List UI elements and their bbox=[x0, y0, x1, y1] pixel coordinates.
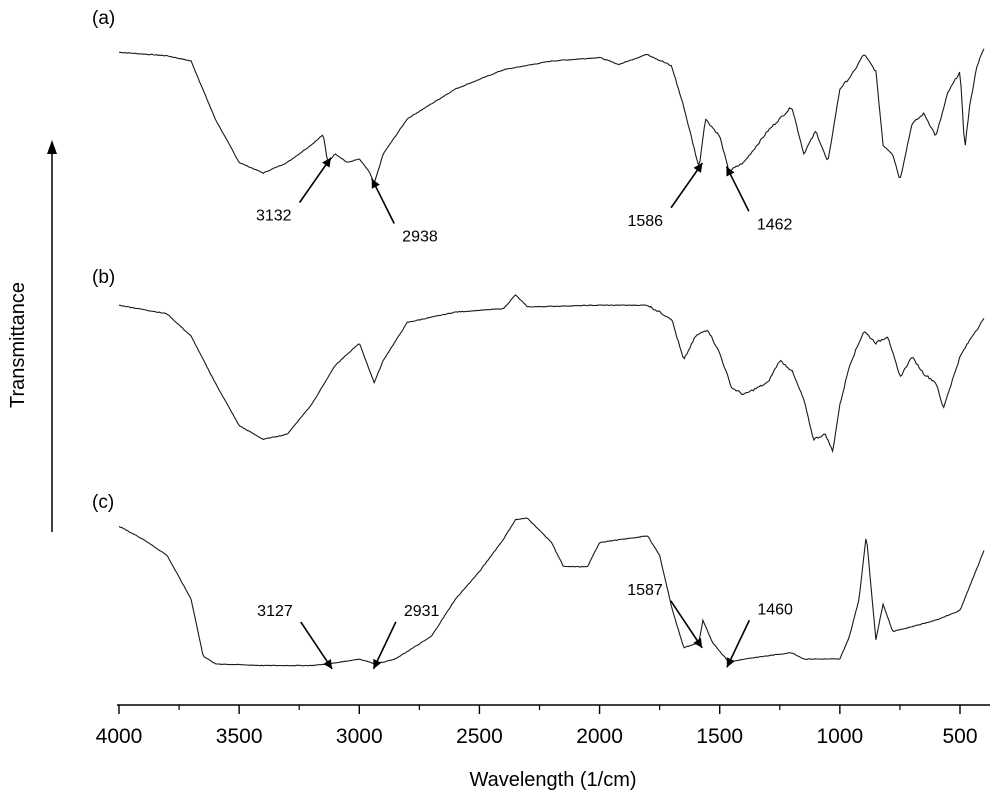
peak-arrowhead bbox=[693, 162, 703, 173]
peak-arrow bbox=[670, 600, 703, 649]
peak-label-1587: 1587 bbox=[627, 582, 663, 599]
x-tick-label-4000: 4000 bbox=[96, 725, 143, 748]
x-tick-label-3000: 3000 bbox=[336, 725, 383, 748]
x-tick-label-2000: 2000 bbox=[576, 725, 623, 748]
panel-label-a: (a) bbox=[92, 8, 115, 29]
peak-arrow bbox=[670, 162, 704, 209]
peak-label-1586: 1586 bbox=[627, 213, 663, 230]
peak-annotations: 3132 2938 1586 1462 3127 2931 1587 1460 bbox=[256, 157, 793, 670]
panel-label-c: (c) bbox=[92, 492, 114, 513]
y-axis: Transmittance bbox=[7, 140, 57, 532]
peak-label-2938: 2938 bbox=[402, 229, 438, 246]
peak-arrow bbox=[300, 621, 333, 670]
peak-arrowhead bbox=[371, 178, 380, 189]
y-axis-title: Transmittance bbox=[7, 282, 29, 408]
peak-arrow bbox=[298, 157, 332, 203]
peak-label-2931: 2931 bbox=[404, 603, 440, 620]
x-tick-label-1000: 1000 bbox=[816, 725, 863, 748]
x-axis: 4000 3500 3000 2500 2000 1500 1000 500 bbox=[96, 704, 990, 748]
x-tick-label-500: 500 bbox=[942, 725, 977, 748]
peak-arrowhead bbox=[726, 657, 735, 668]
x-tick-label-2500: 2500 bbox=[456, 725, 503, 748]
spectrum-line-c bbox=[118, 517, 985, 667]
panel-labels: (a) (b) (c) bbox=[92, 8, 115, 513]
spectra-group bbox=[118, 48, 985, 667]
x-tick-label-1500: 1500 bbox=[696, 725, 743, 748]
peak-label-1460: 1460 bbox=[757, 601, 793, 618]
peak-arrowhead bbox=[693, 637, 703, 648]
peak-arrowhead bbox=[726, 166, 735, 177]
spectrum-line-a bbox=[119, 48, 985, 185]
panel-label-b: (b) bbox=[92, 267, 115, 288]
peak-arrowhead bbox=[323, 658, 333, 669]
x-axis-title: Wavelength (1/cm) bbox=[469, 769, 636, 791]
y-axis-arrowhead bbox=[47, 140, 57, 154]
peak-arrowhead bbox=[373, 658, 382, 669]
spectrum-line-b bbox=[118, 294, 985, 454]
peak-arrowhead bbox=[322, 157, 331, 168]
peak-label-1462: 1462 bbox=[757, 216, 793, 233]
peak-label-3127: 3127 bbox=[257, 603, 293, 620]
x-tick-label-3500: 3500 bbox=[216, 725, 263, 748]
peak-label-3132: 3132 bbox=[256, 208, 292, 225]
